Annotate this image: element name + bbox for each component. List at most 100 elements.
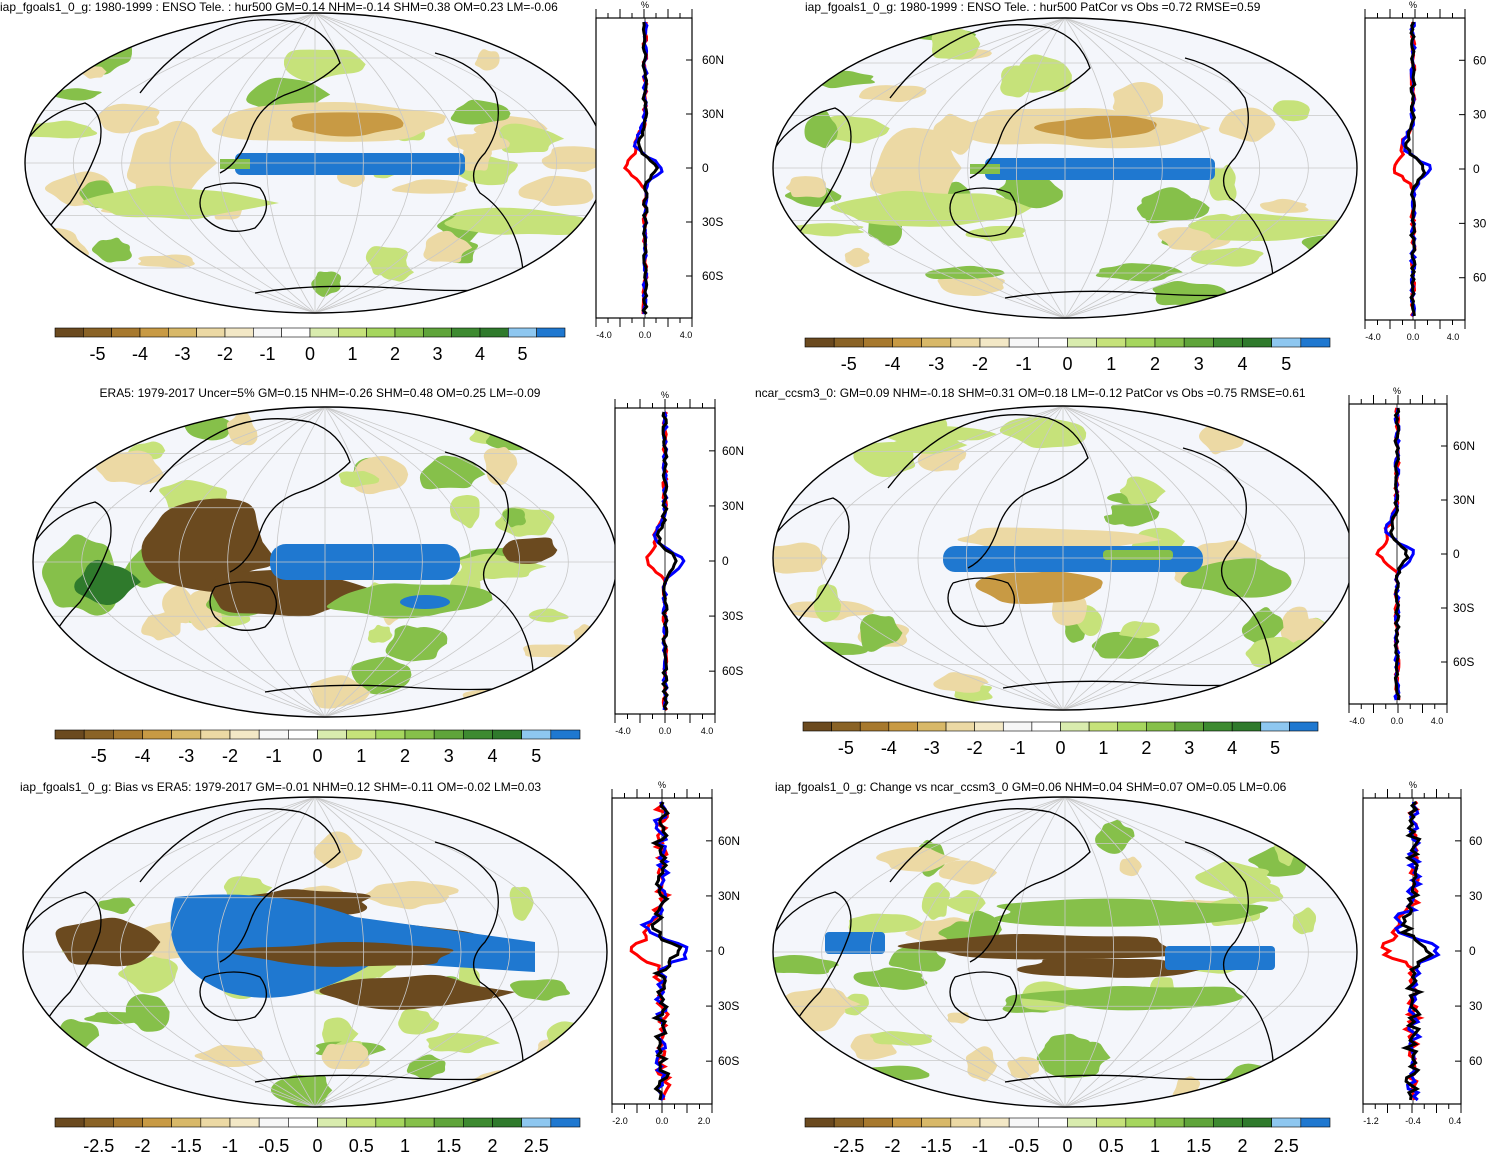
panel-bottom-right: iap_fgoals1_0_g: Change vs ncar_ccsm3_0 … [745, 780, 1490, 1166]
colorbar-label: 0.5 [1099, 1136, 1124, 1156]
anomaly-region [888, 946, 946, 972]
panel-top-left: iap_fgoals1_0_g: 1980-1999 : ENSO Tele. … [0, 0, 745, 386]
colorbar-swatch [974, 721, 1004, 732]
anomaly-region [965, 1046, 998, 1082]
zonal-mean-profile: % 60N 30N 0 30S 60S -4.0 0.0 4.0 [614, 390, 744, 736]
profile-curve-black [1389, 407, 1410, 701]
colorbar-swatch [859, 721, 890, 732]
latitude-label: 0 [702, 161, 709, 175]
colorbar-label: -2.5 [833, 1136, 864, 1156]
wet-anomaly-band [985, 158, 1215, 180]
colorbar-label: 0 [312, 746, 322, 766]
dry-anomaly-region [502, 537, 558, 564]
colorbar-label: 4 [1237, 354, 1247, 374]
anomaly-region [1302, 447, 1334, 478]
anomaly-region [74, 559, 141, 606]
colorbar-swatch [802, 721, 832, 732]
wet-anomaly-band [235, 153, 465, 175]
latitude-label: 0 [1469, 944, 1476, 958]
anomaly-region [1218, 107, 1276, 142]
latitude-label: 60S [718, 1054, 739, 1068]
colorbar-label: -2 [884, 1136, 900, 1156]
profile-curve-black [1398, 800, 1435, 1101]
anomaly-region [947, 1012, 970, 1024]
colorbar-swatch [309, 327, 339, 338]
anomaly-region [790, 223, 865, 237]
colorbar-label: -5 [91, 746, 107, 766]
profile-x-tick-label: 4.0 [680, 330, 693, 340]
anomaly-region [1301, 234, 1357, 254]
graticule [33, 407, 617, 717]
colorbar-swatch [83, 327, 112, 338]
profile-x-tick-label: 0.0 [1391, 716, 1404, 726]
anomaly-region [223, 876, 273, 899]
anomaly-region [194, 1044, 264, 1068]
panel-title: ERA5: 1979-2017 Uncer=5% GM=0.15 NHM=-0.… [99, 386, 541, 400]
anomaly-region [290, 112, 404, 137]
anomaly-region [529, 1066, 559, 1082]
colorbar-label: 2 [400, 746, 410, 766]
anomaly-region [322, 1017, 359, 1047]
colorbar-label: -2 [134, 1136, 150, 1156]
anomaly-region [395, 625, 423, 640]
colorbar-swatch [224, 327, 254, 338]
colorbar-label: 1 [1150, 1136, 1160, 1156]
anomaly-region [1112, 81, 1163, 121]
colorbar-label: -4 [884, 354, 900, 374]
panel-title: iap_fgoals1_0_g: Change vs ncar_ccsm3_0 … [775, 780, 1287, 794]
colorbar-swatch [1231, 721, 1262, 732]
colorbar-label: -2 [222, 746, 238, 766]
anomaly-region [965, 225, 1026, 242]
colorbar-label: 1 [1098, 738, 1108, 758]
latitude-label: 30S [702, 215, 723, 229]
colorbar-swatch [521, 729, 552, 740]
anomaly-region [450, 99, 511, 125]
latitude-label: 60S [702, 269, 723, 283]
colorbar-swatch [1300, 1117, 1331, 1128]
colorbar-label: -1.5 [921, 1136, 952, 1156]
anomaly-region [398, 1008, 440, 1035]
colorbar-label: -2 [967, 738, 983, 758]
anomaly-region [808, 419, 855, 435]
latitude-label: 0 [718, 944, 725, 958]
colorbar-swatch [1096, 337, 1127, 348]
colorbar-swatch [1096, 1117, 1127, 1128]
anomaly-region [773, 260, 806, 288]
latitude-label: 30S [722, 609, 743, 623]
anomaly-region [1119, 621, 1160, 639]
wet-anomaly-region [1165, 946, 1275, 970]
anomaly-region [528, 608, 569, 623]
panel-title: iap_fgoals1_0_g: 1980-1999 : ENSO Tele. … [805, 0, 1261, 14]
anomaly-region [556, 435, 597, 459]
colorbar-swatch [394, 327, 424, 338]
profile-x-tick-label: -4.0 [1349, 716, 1365, 726]
latitude-label: 60N [1453, 439, 1475, 453]
colorbar-swatch [945, 721, 975, 732]
colorbar-label: 2.5 [1274, 1136, 1299, 1156]
colorbar-swatch [1260, 721, 1290, 732]
anomaly-region [860, 613, 903, 652]
colorbar-swatch [1002, 721, 1033, 732]
colorbar-label: -2 [972, 354, 988, 374]
colorbar-label: -3 [924, 738, 940, 758]
colorbar-swatch [479, 327, 509, 338]
anomaly-region [1180, 558, 1292, 598]
colorbar-swatch [346, 1117, 377, 1128]
profile-x-tick-label: 0.0 [656, 1116, 669, 1126]
robinson-map [23, 797, 607, 1107]
colorbar-label: 2 [1237, 1136, 1247, 1156]
latitude-label: 60 [1473, 53, 1487, 67]
colorbar-swatch [1242, 1117, 1272, 1128]
colorbar-swatch [423, 327, 452, 338]
colorbar-swatch [229, 1117, 260, 1128]
colorbar-swatch [1271, 1117, 1302, 1128]
colorbar-label: 3 [1184, 738, 1194, 758]
colorbar-swatch [550, 729, 581, 740]
anomaly-region [25, 120, 98, 139]
anomaly-region [921, 882, 950, 920]
graticule [773, 406, 1353, 710]
colorbar-swatch [1154, 1117, 1185, 1128]
colorbar-label: 1.5 [1186, 1136, 1211, 1156]
colorbar: -5 -4 -3 -2 -1 0 1 2 3 4 5 [54, 729, 581, 766]
dry-anomaly-region [141, 498, 275, 592]
